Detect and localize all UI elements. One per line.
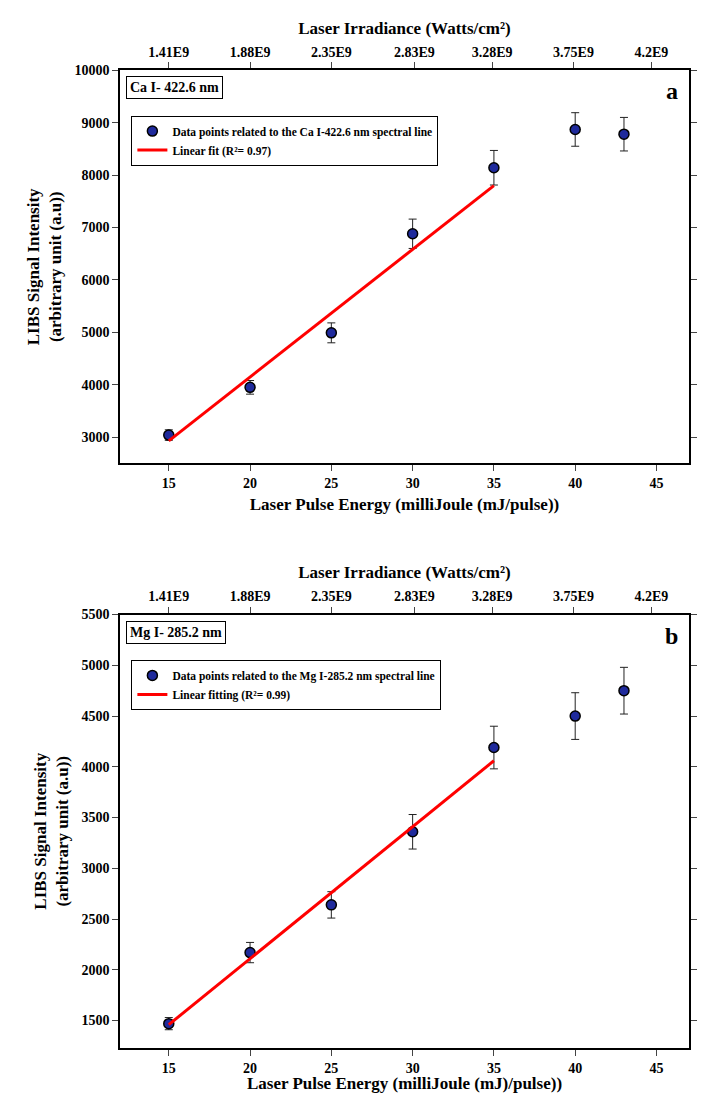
svg-text:3000: 3000 [81,430,109,445]
svg-text:Mg I- 285.2 nm: Mg I- 285.2 nm [130,625,222,640]
svg-text:35: 35 [487,476,501,491]
svg-text:Laser Pulse Energy (milliJoule: Laser Pulse Energy (milliJoule (mJ/pulse… [250,495,559,514]
svg-text:2.35E9: 2.35E9 [311,589,352,604]
svg-text:9000: 9000 [81,116,109,131]
svg-text:6000: 6000 [81,273,109,288]
svg-text:4000: 4000 [81,760,109,775]
svg-text:30: 30 [406,476,420,491]
svg-text:1.41E9: 1.41E9 [148,45,189,60]
svg-text:Laser Pulse Energy (milliJoule: Laser Pulse Energy (milliJoule (mJ)/puls… [247,1074,562,1093]
svg-text:35: 35 [487,1061,501,1076]
svg-text:1.88E9: 1.88E9 [230,45,271,60]
svg-text:25: 25 [324,476,338,491]
svg-text:3.28E9: 3.28E9 [472,589,513,604]
svg-text:Ca I- 422.6 nm: Ca I- 422.6 nm [130,80,219,95]
svg-text:a: a [666,78,678,104]
svg-text:Linear fitting (R²= 0.99): Linear fitting (R²= 0.99) [172,689,290,702]
svg-text:3.75E9: 3.75E9 [553,45,594,60]
svg-text:3000: 3000 [81,861,109,876]
svg-text:20: 20 [243,476,257,491]
svg-text:30: 30 [406,1061,420,1076]
svg-text:Data points related to the Ca: Data points related to the Ca I-422.6 nm… [172,126,432,139]
svg-text:5000: 5000 [81,658,109,673]
svg-text:7000: 7000 [81,220,109,235]
svg-text:10000: 10000 [74,63,109,78]
svg-text:4.2E9: 4.2E9 [634,45,668,60]
svg-text:Linear fit (R²= 0.97): Linear fit (R²= 0.97) [172,145,271,158]
svg-text:2.83E9: 2.83E9 [394,45,435,60]
svg-text:25: 25 [324,1061,338,1076]
svg-text:8000: 8000 [81,168,109,183]
svg-text:Data points related to the Mg: Data points related to the Mg I-285.2 nm… [172,670,434,683]
svg-text:1500: 1500 [81,1013,109,1028]
svg-text:3500: 3500 [81,810,109,825]
svg-text:LIBS Signal Intensity(arbitrar: LIBS Signal Intensity(arbitrary unit (a.… [31,752,72,909]
svg-text:2.35E9: 2.35E9 [311,45,352,60]
svg-text:3.28E9: 3.28E9 [472,45,513,60]
svg-text:LIBS Signal Intensity(arbitrar: LIBS Signal Intensity(arbitrary unit (a.… [24,188,65,345]
svg-text:Laser Irradiance (Watts/cm²): Laser Irradiance (Watts/cm²) [298,563,511,582]
svg-text:45: 45 [649,1061,663,1076]
svg-text:1.41E9: 1.41E9 [148,589,189,604]
svg-text:2500: 2500 [81,912,109,927]
svg-text:40: 40 [568,1061,582,1076]
svg-text:4500: 4500 [81,709,109,724]
svg-text:5500: 5500 [81,607,109,622]
svg-text:1.88E9: 1.88E9 [230,589,271,604]
svg-text:40: 40 [568,476,582,491]
svg-text:2000: 2000 [81,963,109,978]
svg-text:20: 20 [243,1061,257,1076]
svg-text:Laser Irradiance (Watts/cm²): Laser Irradiance (Watts/cm²) [298,19,511,38]
svg-text:5000: 5000 [81,325,109,340]
svg-text:2.83E9: 2.83E9 [394,589,435,604]
svg-text:15: 15 [162,476,176,491]
svg-text:3.75E9: 3.75E9 [553,589,594,604]
svg-text:4000: 4000 [81,378,109,393]
svg-text:45: 45 [649,476,663,491]
svg-text:15: 15 [162,1061,176,1076]
svg-text:4.2E9: 4.2E9 [634,589,668,604]
svg-text:b: b [665,623,678,649]
